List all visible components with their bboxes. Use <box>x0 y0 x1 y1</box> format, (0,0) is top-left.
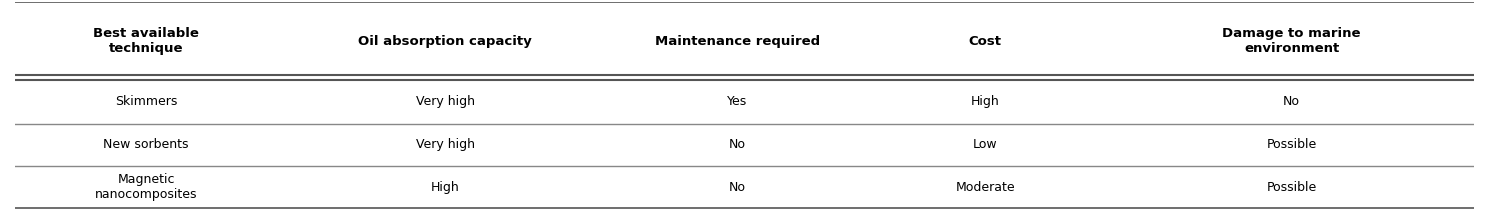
Text: Possible: Possible <box>1267 138 1316 151</box>
Text: Skimmers: Skimmers <box>115 95 177 108</box>
Text: High: High <box>971 95 999 108</box>
Text: High: High <box>430 181 460 194</box>
Text: Best available
technique: Best available technique <box>94 27 200 55</box>
Text: Possible: Possible <box>1267 181 1316 194</box>
Text: Yes: Yes <box>727 95 747 108</box>
Text: No: No <box>728 138 746 151</box>
Text: Cost: Cost <box>969 35 1002 47</box>
Text: New sorbents: New sorbents <box>103 138 189 151</box>
Text: Very high: Very high <box>415 138 475 151</box>
Text: No: No <box>728 181 746 194</box>
Text: Maintenance required: Maintenance required <box>655 35 820 47</box>
Text: Oil absorption capacity: Oil absorption capacity <box>359 35 532 47</box>
Text: Damage to marine
environment: Damage to marine environment <box>1222 27 1361 55</box>
Text: No: No <box>1284 95 1300 108</box>
Text: Very high: Very high <box>415 95 475 108</box>
Text: Low: Low <box>972 138 998 151</box>
Text: Moderate: Moderate <box>956 181 1015 194</box>
Text: Magnetic
nanocomposites: Magnetic nanocomposites <box>95 173 198 201</box>
